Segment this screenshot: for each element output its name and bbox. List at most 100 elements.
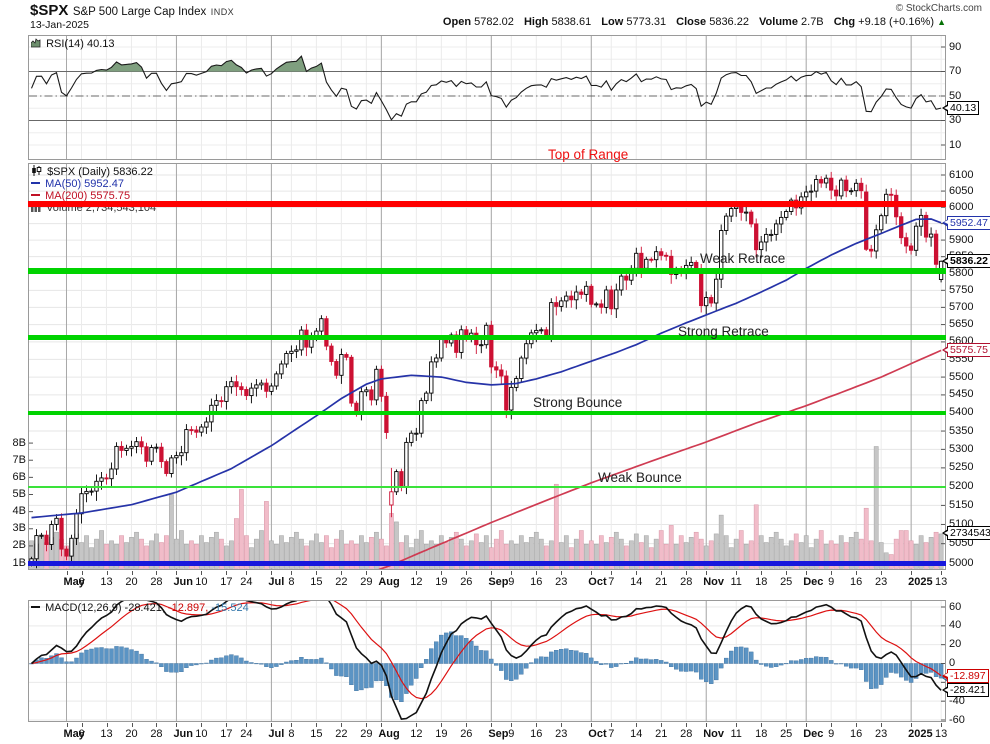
rsi-legend: RSI(14) 40.13 [30, 38, 115, 51]
x-axis-tick [706, 723, 708, 727]
rsi-axis-tick: 90 [949, 40, 962, 53]
x-axis-label: Nov [703, 576, 724, 588]
macd-axis-tick: -40 [949, 694, 965, 707]
spx-legend-label: $SPX (Daily) 5836.22 [47, 166, 153, 178]
x-axis-label: Oct [588, 576, 607, 588]
area-chart-icon [30, 38, 41, 51]
x-axis-label: 28 [150, 728, 163, 740]
price-axis-tick: 5450 [949, 388, 974, 401]
x-axis-label: Jun [173, 728, 193, 740]
annotation-weak-bounce: Weak Bounce [598, 470, 682, 485]
x-axis-tick [511, 571, 513, 575]
x-axis-label: 15 [310, 728, 323, 740]
quote-bar: Open 5782.02 High 5838.61 Low 5773.31 Cl… [436, 16, 946, 28]
x-axis-tick [911, 571, 913, 575]
x-axis-label: Dec [803, 576, 824, 588]
x-axis-label: 2025 [908, 728, 933, 740]
hline-support-5000-line [28, 560, 946, 566]
macd-hist-value: -15.524 [208, 602, 249, 614]
rsi-axis-tick: 30 [949, 114, 962, 126]
macd-signal-value: -12.897, [164, 602, 209, 614]
x-axis-label: 19 [435, 728, 448, 740]
x-axis-label: Jun [173, 576, 193, 588]
price-axis-tick: 5650 [949, 318, 974, 331]
x-axis-tick [636, 571, 638, 575]
volume-axis-tick: 2B [12, 539, 26, 552]
chg-value: +9.18 (+0.16%) [858, 16, 935, 28]
x-axis-label: 17 [220, 728, 233, 740]
x-axis-tick [271, 723, 273, 727]
ma50-legend-label: MA(50) 5952.47 [45, 178, 124, 190]
macd-axis-tick: -60 [949, 713, 965, 726]
x-axis-tick [536, 723, 538, 727]
x-axis-label: 23 [875, 576, 888, 588]
price-axis-tick: 5000 [949, 556, 974, 569]
x-axis-tick [806, 571, 808, 575]
volume-axis-tick: 7B [12, 453, 26, 466]
x-axis-label: 16 [530, 728, 543, 740]
high-label: High [523, 16, 549, 28]
price-axis-tick: 6000 [949, 200, 974, 213]
macd-axis-tick: 60 [949, 600, 962, 613]
x-axis-label: 28 [680, 576, 693, 588]
ma200-legend: MA(200) 5575.75 [31, 190, 130, 202]
x-axis-tick [491, 723, 493, 727]
x-axis-tick [441, 723, 443, 727]
volume-axis-tick: 6B [12, 470, 26, 483]
x-axis-tick [246, 723, 248, 727]
x-axis-tick [466, 571, 468, 575]
x-axis-tick [106, 571, 108, 575]
axis-callout-5575.75: 5575.75 [942, 343, 990, 358]
x-axis-label: 6 [78, 728, 85, 740]
x-axis-tick [511, 723, 513, 727]
x-axis-tick [201, 571, 203, 575]
macd-panel [28, 600, 946, 722]
x-axis-tick [246, 571, 248, 575]
x-axis-tick [316, 571, 318, 575]
x-axis-label: 14 [630, 728, 643, 740]
x-axis-label: 7 [608, 728, 615, 740]
x-axis-label: 16 [850, 728, 863, 740]
volume-axis-tick: 4B [12, 505, 26, 518]
x-axis-label: 25 [780, 728, 793, 740]
copyright-label: © StockCharts.com [895, 3, 982, 14]
x-axis-label: 22 [335, 576, 348, 588]
price-axis-tick: 5700 [949, 300, 974, 313]
x-axis-tick [156, 723, 158, 727]
x-axis-tick [706, 571, 708, 575]
chg-label: Chg [833, 16, 856, 28]
x-axis-tick [416, 571, 418, 575]
x-axis-label: 10 [195, 576, 208, 588]
x-axis-tick [131, 723, 133, 727]
x-axis-label: 17 [220, 576, 233, 588]
x-axis-tick [561, 571, 563, 575]
rsi-axis-tick: 50 [949, 89, 962, 102]
x-axis-label: Dec [803, 728, 824, 740]
macd-axis-tick: 0 [949, 657, 956, 669]
x-axis-tick [806, 723, 808, 727]
x-axis-tick [941, 723, 943, 727]
x-axis-tick [381, 723, 383, 727]
x-axis-label: 11 [730, 576, 742, 588]
close-value: 5836.22 [709, 16, 749, 28]
symbol-label: $SPX [30, 2, 69, 19]
x-axis-tick [856, 723, 858, 727]
x-axis-tick [831, 723, 833, 727]
x-axis-label: May [63, 576, 85, 588]
x-axis-label: 13 [100, 728, 113, 740]
volume-axis-tick: 3B [12, 522, 26, 535]
x-axis-tick [761, 723, 763, 727]
volume-axis-tick: 1B [12, 556, 26, 569]
volume-bars-icon [31, 203, 41, 215]
price-axis-tick: 5900 [949, 233, 974, 246]
x-axis-tick [761, 571, 763, 575]
volume-label: Volume [759, 16, 798, 28]
macd-line-icon [31, 606, 40, 608]
x-axis-tick [786, 571, 788, 575]
x-axis-tick [736, 571, 738, 575]
x-axis-tick [226, 723, 228, 727]
x-axis-tick [81, 723, 83, 727]
x-axis-tick [536, 571, 538, 575]
x-axis-label: 22 [335, 728, 348, 740]
x-axis-label: Aug [378, 576, 400, 588]
